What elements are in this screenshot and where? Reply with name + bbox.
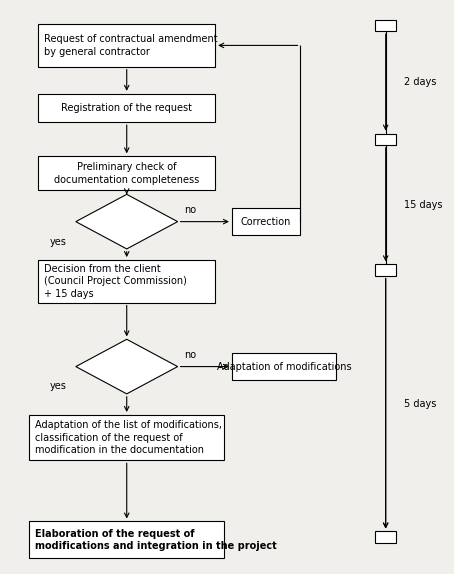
FancyBboxPatch shape [30, 415, 224, 460]
Polygon shape [76, 339, 178, 394]
FancyBboxPatch shape [38, 156, 215, 191]
FancyBboxPatch shape [232, 353, 336, 380]
FancyBboxPatch shape [375, 134, 396, 145]
Text: Decision from the client
(Council Project Commission)
+ 15 days: Decision from the client (Council Projec… [44, 264, 187, 298]
FancyBboxPatch shape [375, 20, 396, 31]
Text: Correction: Correction [241, 216, 291, 227]
Polygon shape [76, 195, 178, 249]
FancyBboxPatch shape [38, 24, 215, 67]
Text: Preliminary check of
documentation completeness: Preliminary check of documentation compl… [54, 162, 199, 184]
FancyBboxPatch shape [38, 94, 215, 122]
FancyBboxPatch shape [375, 532, 396, 543]
Text: 15 days: 15 days [404, 200, 443, 210]
Text: no: no [184, 205, 197, 215]
Text: 5 days: 5 days [404, 398, 437, 409]
Text: Adaptation of modifications: Adaptation of modifications [217, 362, 351, 371]
FancyBboxPatch shape [232, 208, 301, 235]
Text: no: no [184, 350, 197, 360]
FancyBboxPatch shape [30, 522, 224, 559]
FancyBboxPatch shape [375, 264, 396, 276]
Text: Registration of the request: Registration of the request [61, 103, 192, 113]
Text: yes: yes [49, 382, 67, 391]
Text: Elaboration of the request of
modifications and integration in the project: Elaboration of the request of modificati… [35, 529, 276, 551]
Text: yes: yes [49, 236, 67, 246]
FancyBboxPatch shape [38, 260, 215, 302]
Text: Adaptation of the list of modifications,
classification of the request of
modifi: Adaptation of the list of modifications,… [35, 420, 222, 455]
Text: Request of contractual amendment
by general contractor: Request of contractual amendment by gene… [44, 34, 217, 57]
Text: 2 days: 2 days [404, 77, 437, 87]
